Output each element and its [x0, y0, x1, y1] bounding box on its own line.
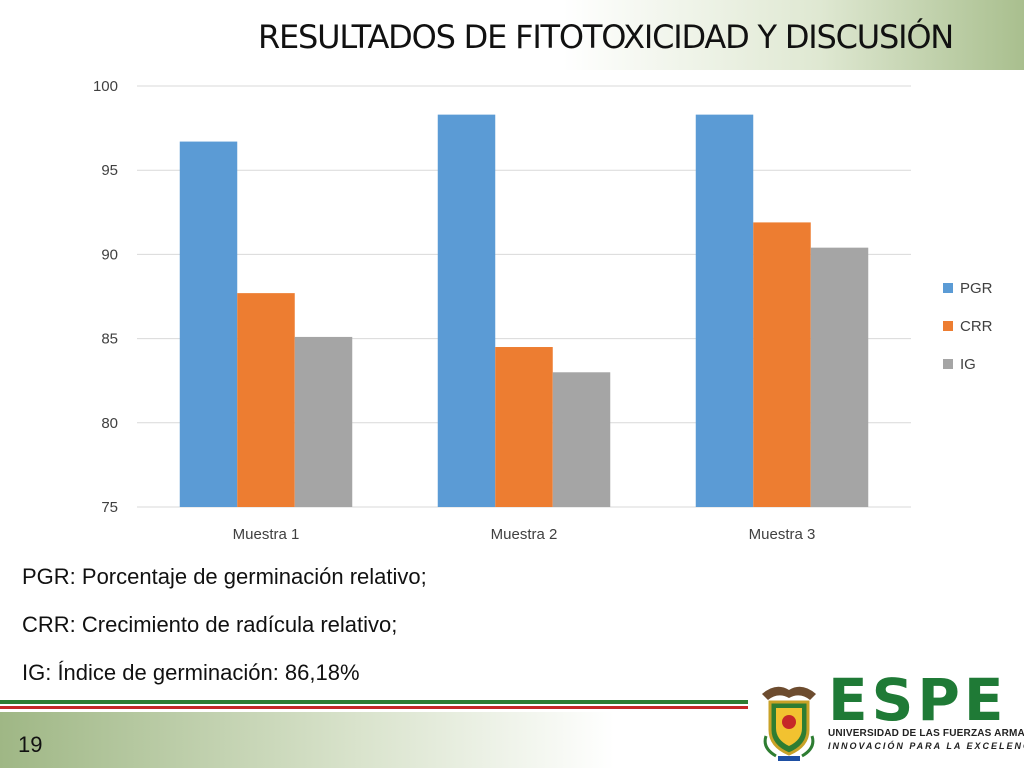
y-tick-label: 90	[101, 246, 118, 263]
bar-pgr-1	[179, 141, 238, 507]
y-tick-label: 75	[101, 499, 118, 516]
x-tick-label: Muestra 2	[491, 526, 558, 543]
legend-swatch-pgr	[943, 283, 953, 293]
note-ig: IG: Índice de germinación: 86,18%	[22, 660, 360, 685]
page-number: 19	[18, 732, 43, 757]
legend-label-ig: IG	[960, 356, 976, 373]
title-band	[0, 0, 1024, 70]
legend-swatch-crr	[943, 321, 953, 331]
note-crr: CRR: Crecimiento de radícula relativo;	[22, 612, 398, 637]
y-tick-label: 100	[93, 78, 118, 95]
bars-layer	[179, 114, 869, 508]
bar-crr-3	[753, 222, 811, 508]
labels-layer: 100 95 90 85 80 75 Muestra 1 Muestra 2 Muestra 3	[93, 78, 815, 543]
legend: PGR CRR IG	[943, 280, 993, 373]
legend-label-pgr: PGR	[960, 280, 993, 297]
notes: PGR: Porcentaje de germinación relativo;…	[22, 560, 722, 704]
bar-chart: 100 95 90 85 80 75 Muestra 1 Muestra 2 Muestra 3…	[93, 78, 993, 543]
bar-ig-3	[810, 247, 869, 507]
bar-ig-2	[552, 372, 611, 507]
legend-swatch-ig	[943, 359, 953, 369]
bar-ig-1	[294, 336, 353, 507]
y-tick-label: 80	[101, 415, 118, 432]
y-tick-label: 95	[101, 162, 118, 179]
legend-label-crr: CRR	[960, 318, 993, 335]
bar-crr-2	[495, 347, 553, 507]
bar-pgr-2	[437, 114, 496, 508]
note-pgr: PGR: Porcentaje de germinación relativo;	[22, 564, 427, 589]
bar-pgr-3	[695, 114, 754, 508]
y-tick-label: 85	[101, 331, 118, 348]
footer-stripe-green	[0, 700, 748, 704]
footer-stripe-red	[0, 706, 748, 709]
logo-tagline: INNOVACIÓN PARA LA EXCELENCIA	[828, 741, 1024, 751]
footer-band	[0, 712, 1024, 768]
bar-crr-1	[237, 293, 295, 507]
logo-wordmark: ESPE	[828, 666, 1008, 734]
crest-icon	[762, 686, 816, 761]
x-tick-label: Muestra 1	[233, 526, 300, 543]
slide-title: RESULTADOS DE FITOTOXICIDAD Y DISCUSIÓN	[258, 18, 954, 56]
x-tick-label: Muestra 3	[749, 526, 816, 543]
espe-logo: ESPE UNIVERSIDAD DE LAS FUERZAS ARMADAS …	[756, 666, 1024, 766]
logo-university-name: UNIVERSIDAD DE LAS FUERZAS ARMADAS	[828, 728, 1024, 739]
